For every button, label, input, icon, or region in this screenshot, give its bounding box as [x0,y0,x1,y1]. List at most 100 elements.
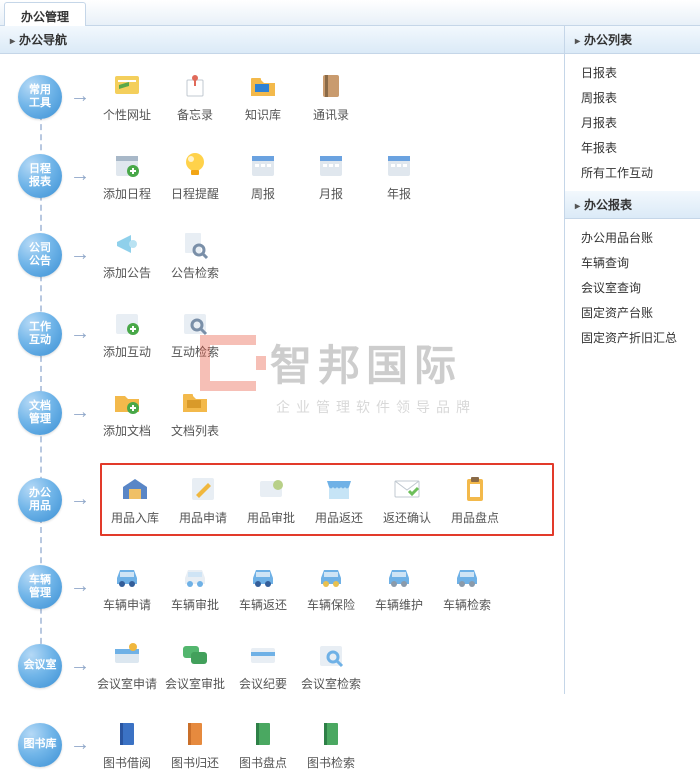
nav-item-label: 车辆维护 [375,596,423,613]
nav-item-label: 车辆检索 [443,596,491,613]
category-bubble[interactable]: 常用工具 [18,75,62,119]
search-doc-icon [179,228,211,260]
category-bubble[interactable]: 公司公告 [18,233,62,277]
nav-item[interactable]: 月报 [306,149,356,202]
horn-icon [111,228,143,260]
nav-item-label: 互动检索 [171,343,219,360]
sidebar-item[interactable]: 固定资产台账 [565,300,700,325]
nav-item[interactable]: 车辆返还 [238,560,288,613]
category-bubble[interactable]: 图书库 [18,723,62,767]
sidebar-item[interactable]: 车辆查询 [565,250,700,275]
nav-item-label: 添加日程 [103,185,151,202]
nav-row-6: 车辆管理→车辆申请车辆审批车辆返还车辆保险车辆维护车辆检索 [18,558,554,615]
category-bubble[interactable]: 工作互动 [18,312,62,356]
nav-item[interactable]: 通讯录 [306,70,356,123]
nav-item[interactable]: 用品盘点 [450,473,500,526]
nav-item[interactable]: 车辆审批 [170,560,220,613]
cal-plus-icon [111,149,143,181]
sidebar-item[interactable]: 周报表 [565,85,700,110]
nav-item[interactable]: 车辆申请 [102,560,152,613]
nav-item[interactable]: 备忘录 [170,70,220,123]
car-wrench-icon [383,560,415,592]
arrow-icon: → [70,654,90,677]
nav-item[interactable]: 周报 [238,149,288,202]
arrow-icon: → [70,164,90,187]
nav-item-label: 用品返还 [315,509,363,526]
nav-item[interactable]: 用品返还 [314,473,364,526]
nav-item-label: 月报 [319,185,343,202]
book2-icon [315,718,347,750]
meeting-icon [111,639,143,671]
category-bubble[interactable]: 车辆管理 [18,565,62,609]
nav-item[interactable]: 图书归还 [170,718,220,771]
nav-item[interactable]: 用品入库 [110,473,160,526]
sidebar-item[interactable]: 所有工作互动 [565,160,700,185]
folder-icon [179,386,211,418]
category-bubble[interactable]: 文档管理 [18,391,62,435]
nav-item[interactable]: 车辆保险 [306,560,356,613]
mail-check-icon [391,473,423,505]
nav-item-label: 用品盘点 [451,509,499,526]
nav-item-label: 知识库 [245,106,281,123]
nav-item[interactable]: 会议纪要 [238,639,288,692]
side-panel-header[interactable]: 办公列表 [565,26,700,54]
nav-item[interactable]: 互动检索 [170,307,220,360]
nav-item[interactable]: 年报 [374,149,424,202]
nav-item[interactable]: 添加日程 [102,149,152,202]
nav-item[interactable]: 日程提醒 [170,149,220,202]
arrow-icon: → [70,401,90,424]
nav-item[interactable]: 会议室审批 [170,639,220,692]
nav-item[interactable]: 添加互动 [102,307,152,360]
book-icon [315,70,347,102]
nav-item[interactable]: 返还确认 [382,473,432,526]
nav-item-label: 会议室审批 [165,675,225,692]
category-bubble[interactable]: 日程报表 [18,154,62,198]
car-doc-icon [179,560,211,592]
cal-icon [315,149,347,181]
clipboard-icon [459,473,491,505]
nav-item[interactable]: 会议室申请 [102,639,152,692]
car-search-icon [451,560,483,592]
nav-item[interactable]: 个性网址 [102,70,152,123]
nav-item[interactable]: 图书盘点 [238,718,288,771]
nav-item[interactable]: 添加文档 [102,386,152,439]
category-bubble[interactable]: 会议室 [18,644,62,688]
arrow-icon: → [70,243,90,266]
nav-item[interactable]: 添加公告 [102,228,152,281]
nav-item[interactable]: 车辆维护 [374,560,424,613]
item-group: 车辆申请车辆审批车辆返还车辆保险车辆维护 车辆检索 [100,558,494,615]
arrow-icon: → [70,322,90,345]
nav-item-label: 个性网址 [103,106,151,123]
nav-item-label: 图书盘点 [239,754,287,771]
nav-item[interactable]: 公告检索 [170,228,220,281]
sidebar-item[interactable]: 办公用品台账 [565,225,700,250]
nav-item[interactable]: 车辆检索 [442,560,492,613]
sidebar-item[interactable]: 会议室查询 [565,275,700,300]
sidebar-item[interactable]: 月报表 [565,110,700,135]
nav-item[interactable]: 文档列表 [170,386,220,439]
category-bubble[interactable]: 办公用品 [18,478,62,522]
sidebar-item[interactable]: 固定资产折旧汇总 [565,325,700,350]
sidebar-item[interactable]: 日报表 [565,60,700,85]
arrow-icon: → [70,85,90,108]
nav-item-label: 返还确认 [383,509,431,526]
side-panel-list: 日报表周报表月报表年报表所有工作互动 [565,54,700,191]
nav-item-label: 会议室检索 [301,675,361,692]
car-return-icon [247,560,279,592]
nav-item[interactable]: 用品审批 [246,473,296,526]
nav-item[interactable]: 知识库 [238,70,288,123]
nav-item-label: 用品审批 [247,509,295,526]
web-icon [111,70,143,102]
nav-item[interactable]: 图书借阅 [102,718,152,771]
nav-item-label: 会议纪要 [239,675,287,692]
side-panel-header[interactable]: 办公报表 [565,191,700,219]
book2-icon [247,718,279,750]
sidebar-item[interactable]: 年报表 [565,135,700,160]
nav-item[interactable]: 会议室检索 [306,639,356,692]
nav-row-2: 公司公告 → 添加公告公告检索 [18,226,554,283]
item-group: 图书借阅 图书归还图书盘点 图书检索 [100,716,358,773]
nav-item-label: 图书借阅 [103,754,151,771]
nav-item-label: 文档列表 [171,422,219,439]
nav-item[interactable]: 图书检索 [306,718,356,771]
nav-item[interactable]: 用品申请 [178,473,228,526]
